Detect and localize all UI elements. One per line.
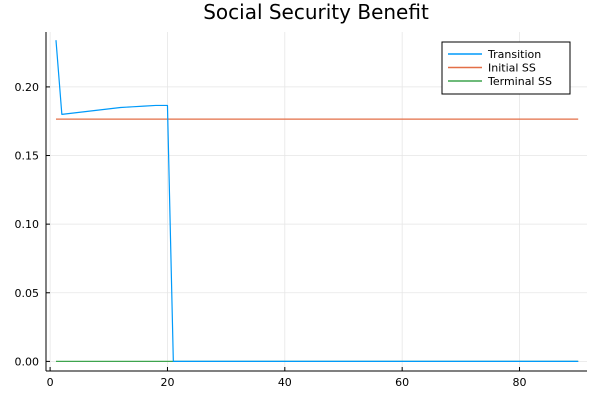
legend-label-transition: Transition bbox=[487, 48, 541, 61]
y-tick-label: 0.10 bbox=[15, 218, 40, 231]
legend-label-initial-ss: Initial SS bbox=[488, 62, 536, 75]
series-layer bbox=[55, 40, 579, 362]
y-tick-label: 0.15 bbox=[15, 150, 40, 163]
x-tick-label: 60 bbox=[395, 376, 409, 389]
y-tick-label: 0.05 bbox=[15, 287, 40, 300]
y-tick-label: 0.20 bbox=[15, 81, 40, 94]
chart-title: Social Security Benefit bbox=[203, 0, 429, 24]
legend-label-terminal-ss: Terminal SS bbox=[487, 75, 552, 88]
ticks: 0 20 40 60 80 0.00 0.05 0.10 0.15 0.20 bbox=[15, 81, 527, 389]
x-tick-label: 0 bbox=[47, 376, 54, 389]
axes bbox=[45, 32, 587, 372]
x-tick-label: 80 bbox=[513, 376, 527, 389]
x-tick-label: 40 bbox=[278, 376, 292, 389]
series-line-transition bbox=[55, 40, 579, 362]
x-tick-label: 20 bbox=[160, 376, 174, 389]
y-tick-label: 0.00 bbox=[15, 355, 40, 368]
